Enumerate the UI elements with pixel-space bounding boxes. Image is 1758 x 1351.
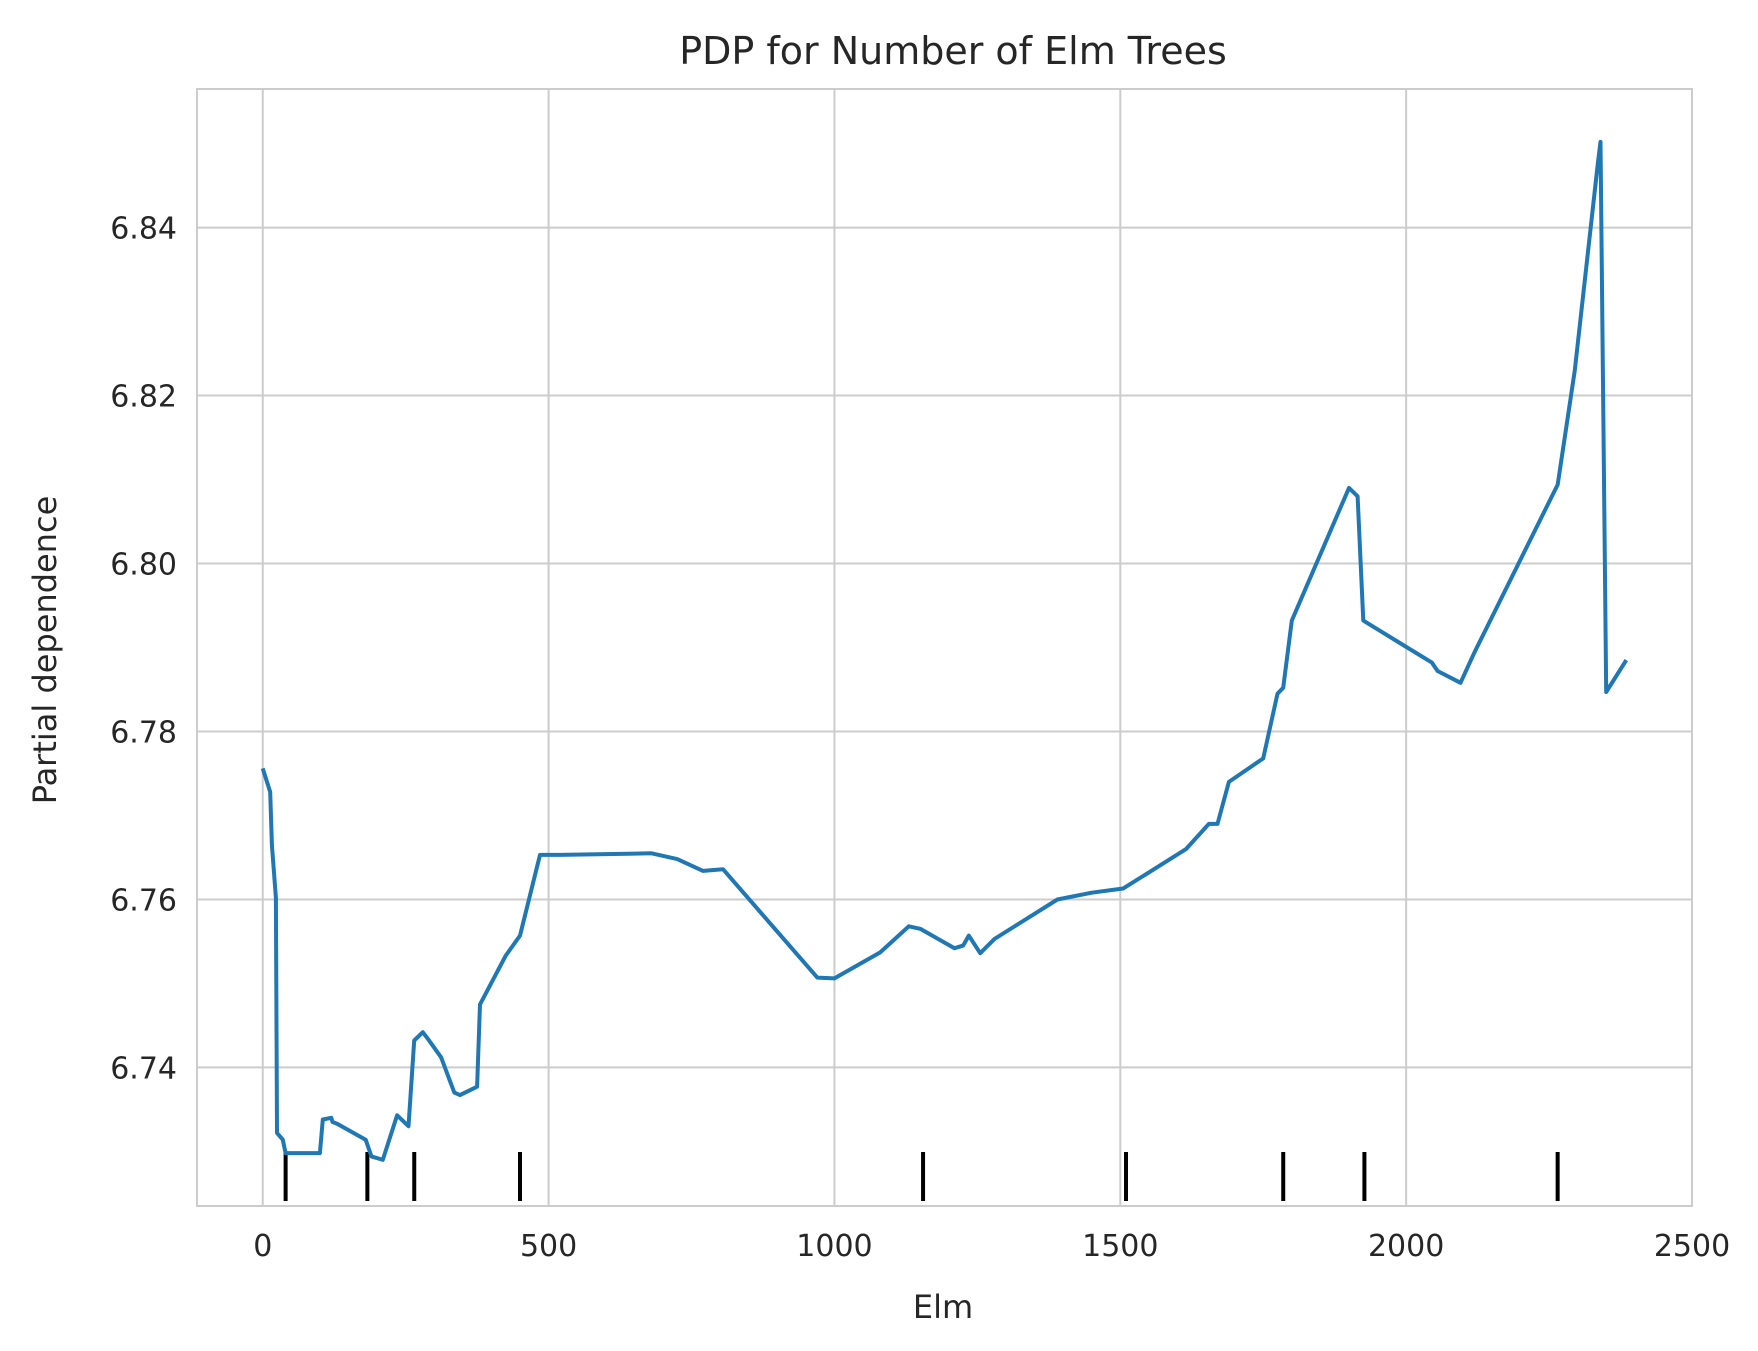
y-tick-label: 6.82 (110, 380, 177, 415)
chart-title: PDP for Number of Elm Trees (679, 29, 1227, 73)
x-tick-label: 1000 (796, 1229, 872, 1264)
y-tick-label: 6.84 (110, 212, 177, 247)
y-axis-label: Partial dependence (26, 496, 64, 805)
grid-lines (197, 89, 1693, 1206)
rug-deciles (283, 1152, 1560, 1201)
y-tick-label: 6.80 (110, 548, 177, 583)
x-tick-label: 1500 (1082, 1229, 1158, 1264)
x-tick-label: 2000 (1368, 1229, 1444, 1264)
y-tick-label: 6.76 (110, 883, 177, 918)
x-tick-label: 0 (253, 1229, 272, 1264)
y-tick-label: 6.74 (110, 1051, 177, 1086)
y-tick-labels: 6.74 6.76 6.78 6.80 6.82 6.84 (110, 212, 177, 1087)
x-tick-label: 500 (520, 1229, 577, 1264)
x-axis-label: Elm (913, 1288, 973, 1326)
y-tick-label: 6.78 (110, 715, 177, 750)
partial-dependence-line (260, 139, 1628, 1162)
x-tick-labels: 0 500 1000 1500 2000 2500 (253, 1229, 1730, 1264)
x-tick-label: 2500 (1654, 1229, 1730, 1264)
plot-frame (196, 88, 1693, 1207)
